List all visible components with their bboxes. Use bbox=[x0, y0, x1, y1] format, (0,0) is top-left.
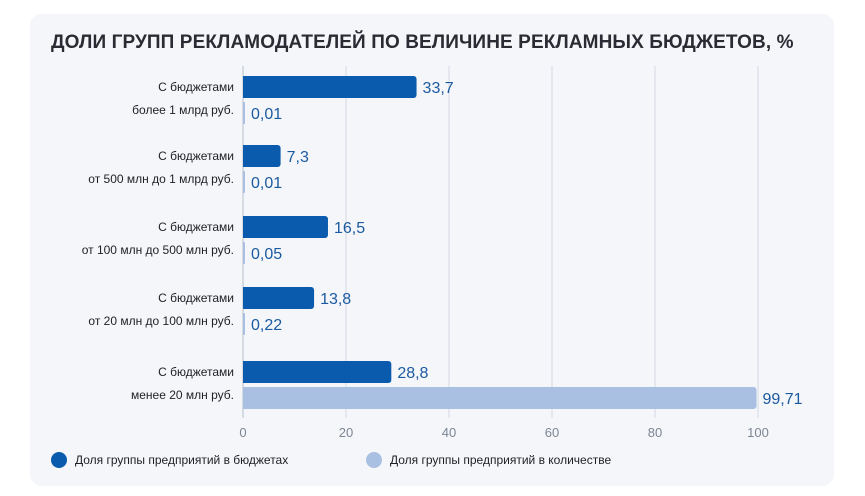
bar-count-share bbox=[243, 313, 245, 335]
data-label: 0,05 bbox=[251, 246, 282, 263]
category-label: С бюджетами bbox=[158, 220, 234, 234]
x-tick-label: 20 bbox=[339, 425, 353, 440]
data-label: 13,8 bbox=[320, 291, 351, 308]
data-label: 0,01 bbox=[251, 175, 282, 192]
data-label: 7,3 bbox=[287, 149, 309, 166]
legend-marker bbox=[51, 452, 67, 468]
bar-count-share bbox=[243, 171, 245, 193]
x-tick-label: 100 bbox=[747, 425, 769, 440]
legend-label: Доля группы предприятий в количестве bbox=[390, 453, 611, 467]
category-label: менее 20 млн руб. bbox=[131, 388, 234, 402]
bar-budget-share bbox=[243, 361, 392, 383]
category-label: С бюджетами bbox=[158, 149, 234, 163]
bar-budget-share bbox=[243, 287, 315, 309]
data-label: 0,01 bbox=[251, 106, 282, 123]
bar-budget-share bbox=[243, 76, 417, 98]
legend-label: Доля группы предприятий в бюджетах bbox=[75, 453, 288, 467]
category-label: от 500 млн до 1 млрд руб. bbox=[88, 172, 234, 186]
data-label: 99,71 bbox=[763, 391, 803, 408]
category-label: С бюджетами bbox=[158, 365, 234, 379]
x-tick-label: 40 bbox=[442, 425, 456, 440]
category-label: С бюджетами bbox=[158, 291, 234, 305]
category-label: С бюджетами bbox=[158, 80, 234, 94]
bar-budget-share bbox=[243, 216, 328, 238]
bar-count-share bbox=[243, 242, 245, 264]
data-label: 16,5 bbox=[334, 220, 365, 237]
data-label: 33,7 bbox=[423, 80, 454, 97]
category-label: от 100 млн до 500 млн руб. bbox=[82, 243, 234, 257]
legend-marker bbox=[366, 452, 382, 468]
bar-count-share bbox=[243, 102, 245, 124]
x-tick-label: 80 bbox=[648, 425, 662, 440]
bar-budget-share bbox=[243, 145, 281, 167]
data-label: 0,22 bbox=[251, 317, 282, 334]
category-label: от 20 млн до 100 млн руб. bbox=[88, 314, 234, 328]
chart-title: ДОЛИ ГРУПП РЕКЛАМОДАТЕЛЕЙ ПО ВЕЛИЧИНЕ РЕ… bbox=[51, 32, 794, 53]
x-tick-label: 60 bbox=[545, 425, 559, 440]
data-label: 28,8 bbox=[397, 365, 428, 382]
x-tick-label: 0 bbox=[239, 425, 246, 440]
category-label: более 1 млрд руб. bbox=[132, 103, 234, 117]
bar-count-share bbox=[242, 387, 757, 409]
